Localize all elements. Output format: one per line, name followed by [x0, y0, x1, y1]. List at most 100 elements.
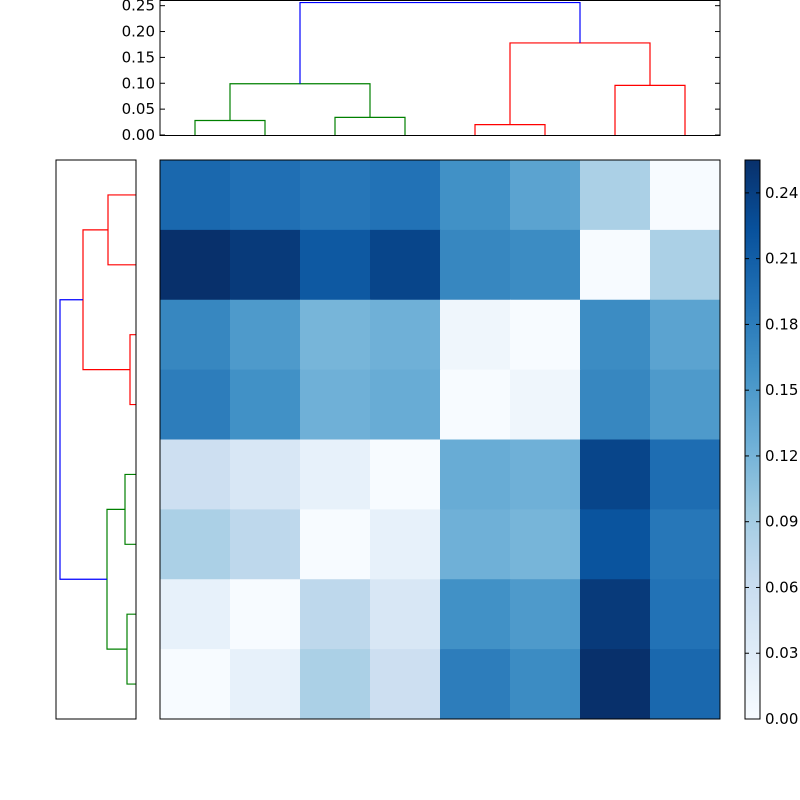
left-dendrogram-frame	[55, 159, 137, 720]
heatmap-cell	[440, 439, 511, 510]
heatmap-cell	[160, 229, 231, 301]
heatmap-cell	[650, 649, 721, 720]
heatmap-cell	[370, 509, 441, 580]
heatmap-cell	[510, 509, 581, 580]
heatmap-cell	[440, 649, 511, 720]
top-dendrogram-link	[194, 119, 266, 135]
heatmap-cell	[300, 299, 371, 371]
colorbar-tick-label: 0.03	[765, 644, 798, 662]
heatmap-cell	[440, 369, 511, 441]
top-y-tick-label: 0.20	[122, 23, 155, 41]
left-dendrogram-link	[106, 508, 127, 650]
heatmap-cell	[580, 160, 651, 231]
heatmap-cell	[440, 229, 511, 301]
colorbar-tick-label: 0.12	[765, 447, 798, 465]
top-dendrogram-link	[614, 84, 686, 135]
heatmap-cell	[370, 299, 441, 371]
colorbar-tick-label: 0.00	[765, 710, 798, 728]
heatmap-cell	[300, 439, 371, 510]
top-y-tick-label: 0.15	[122, 48, 155, 66]
heatmap-cell	[230, 299, 301, 371]
heatmap-cell	[300, 229, 371, 301]
top-dendrogram: 0.00 0.05 0.10 0.15 0.20 0.25	[122, 0, 721, 144]
colorbar-tick-label: 0.09	[765, 513, 798, 531]
top-dendrogram-y-axis: 0.00 0.05 0.10 0.15 0.20 0.25	[122, 0, 720, 144]
heatmap-cell	[230, 579, 301, 650]
colorbar: 0.00 0.03 0.06 0.09 0.12 0.15 0.18 0.21 0.24	[744, 159, 798, 728]
colorbar-tick-label: 0.18	[765, 315, 798, 333]
heatmap	[159, 159, 721, 720]
heatmap-cell	[160, 579, 231, 650]
heatmap-cell	[580, 369, 651, 441]
colorbar-ticks: 0.00 0.03 0.06 0.09 0.12 0.15 0.18 0.21 0.24	[745, 184, 798, 728]
top-dendrogram-link	[229, 83, 371, 121]
heatmap-cell	[370, 160, 441, 231]
heatmap-cell	[580, 579, 651, 650]
left-dendrogram-link	[82, 229, 130, 371]
left-dendrogram-link	[59, 299, 107, 580]
colorbar-tick-label: 0.06	[765, 578, 798, 596]
heatmap-cell	[370, 229, 441, 301]
heatmap-cell	[230, 439, 301, 510]
heatmap-cell	[300, 579, 371, 650]
top-dendrogram-link	[474, 124, 546, 135]
heatmap-cell	[370, 579, 441, 650]
colorbar-tick-label: 0.24	[765, 184, 798, 202]
heatmap-cell	[510, 229, 581, 301]
left-dendrogram	[55, 159, 137, 720]
heatmap-cell	[440, 299, 511, 371]
top-dendrogram-link	[299, 1, 581, 84]
left-dendrogram-link	[124, 473, 136, 545]
heatmap-cell	[580, 229, 651, 301]
heatmap-cell	[160, 299, 231, 371]
heatmap-cell	[230, 369, 301, 441]
left-dendrogram-links	[59, 194, 136, 685]
heatmap-cell	[300, 509, 371, 580]
heatmap-cell	[650, 439, 721, 510]
heatmap-cell	[650, 160, 721, 231]
heatmap-cell	[440, 160, 511, 231]
heatmap-cell	[370, 439, 441, 510]
heatmap-cell	[650, 229, 721, 301]
top-y-tick-label: 0.10	[122, 74, 155, 92]
heatmap-cell	[300, 160, 371, 231]
top-dendrogram-frame	[159, 0, 721, 136]
heatmap-cell	[650, 369, 721, 441]
heatmap-cell	[440, 509, 511, 580]
heatmap-cell	[300, 649, 371, 720]
heatmap-cell	[230, 229, 301, 301]
heatmap-cell	[160, 160, 231, 231]
heatmap-cell	[580, 649, 651, 720]
colorbar-tick-label: 0.15	[765, 381, 798, 399]
colorbar-frame	[744, 159, 761, 720]
top-dendrogram-links	[194, 1, 686, 135]
heatmap-frame	[159, 159, 721, 720]
heatmap-cell	[510, 299, 581, 371]
heatmap-cell	[510, 369, 581, 441]
left-dendrogram-link	[107, 194, 136, 266]
heatmap-cell	[510, 649, 581, 720]
top-y-tick-label: 0.25	[122, 0, 155, 15]
heatmap-cell	[510, 160, 581, 231]
left-dendrogram-link	[126, 613, 136, 685]
heatmap-cell	[230, 649, 301, 720]
heatmap-cell	[370, 649, 441, 720]
heatmap-cell	[160, 369, 231, 441]
heatmap-cells	[160, 160, 721, 720]
heatmap-cell	[230, 160, 301, 231]
top-y-tick-label: 0.00	[122, 126, 155, 144]
heatmap-cell	[440, 579, 511, 650]
heatmap-cell	[510, 439, 581, 510]
heatmap-cell	[650, 579, 721, 650]
colorbar-tick-label: 0.21	[765, 250, 798, 268]
heatmap-cell	[650, 299, 721, 371]
heatmap-cell	[580, 509, 651, 580]
top-dendrogram-link	[509, 42, 651, 125]
heatmap-cell	[300, 369, 371, 441]
heatmap-cell	[580, 299, 651, 371]
heatmap-cell	[580, 439, 651, 510]
heatmap-cell	[160, 439, 231, 510]
heatmap-cell	[510, 579, 581, 650]
heatmap-cell	[160, 509, 231, 580]
